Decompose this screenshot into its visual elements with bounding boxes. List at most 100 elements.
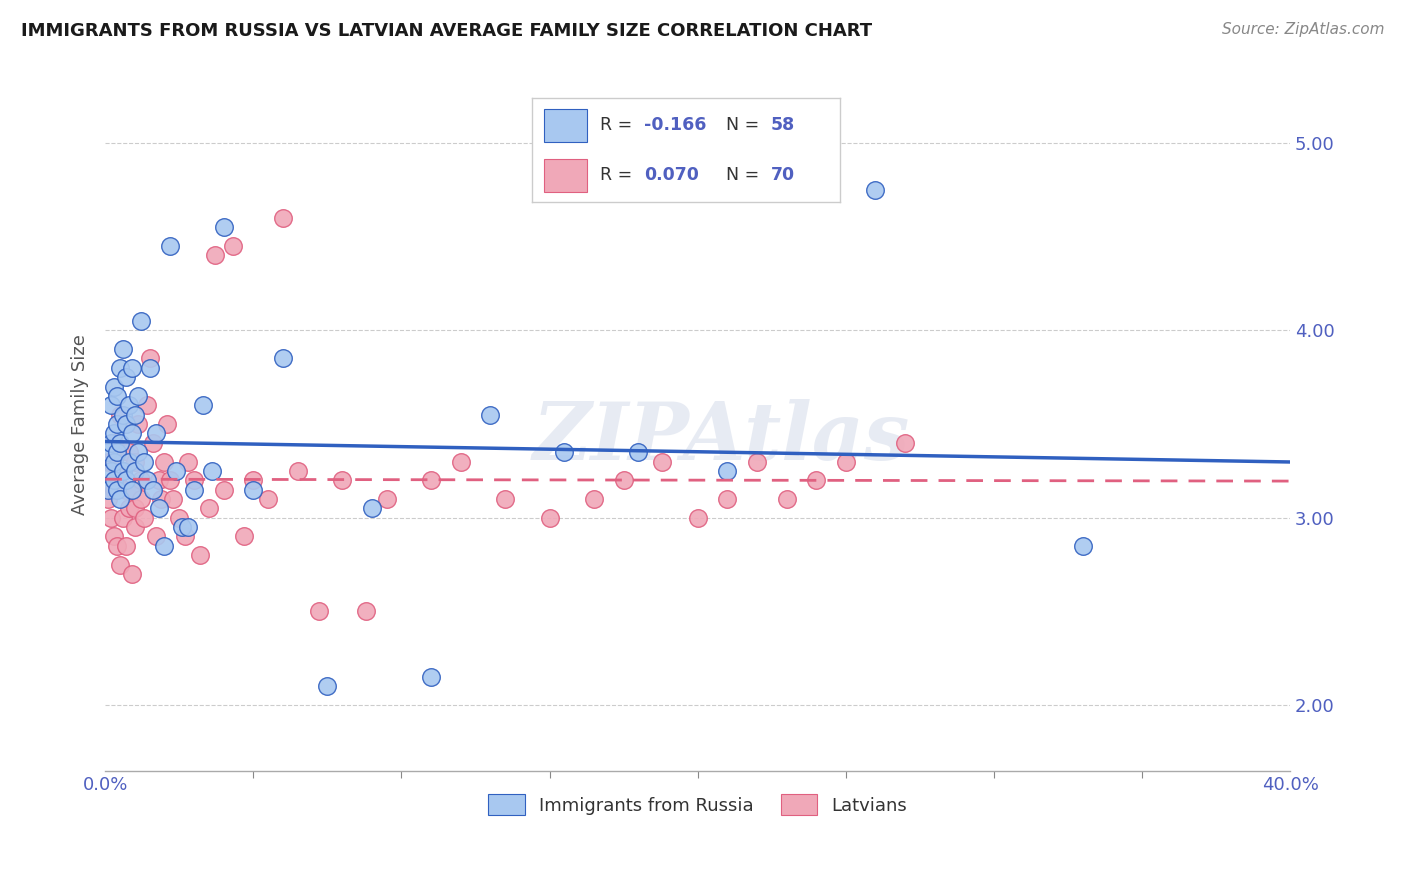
Text: IMMIGRANTS FROM RUSSIA VS LATVIAN AVERAGE FAMILY SIZE CORRELATION CHART: IMMIGRANTS FROM RUSSIA VS LATVIAN AVERAG… xyxy=(21,22,872,40)
Point xyxy=(108,360,131,375)
Point xyxy=(165,464,187,478)
Point xyxy=(479,408,502,422)
Point xyxy=(124,520,146,534)
Point xyxy=(100,510,122,524)
Point xyxy=(538,510,561,524)
Point xyxy=(127,389,149,403)
Point xyxy=(103,435,125,450)
Point xyxy=(129,491,152,506)
Point xyxy=(108,445,131,459)
Point xyxy=(804,473,827,487)
Point xyxy=(105,483,128,497)
Point xyxy=(127,417,149,431)
Point xyxy=(115,473,138,487)
Point xyxy=(127,445,149,459)
Point xyxy=(183,473,205,487)
Point xyxy=(121,360,143,375)
Point xyxy=(115,483,138,497)
Point xyxy=(132,454,155,468)
Point xyxy=(212,220,235,235)
Point xyxy=(1071,539,1094,553)
Point xyxy=(97,445,120,459)
Point xyxy=(103,529,125,543)
Point xyxy=(360,501,382,516)
Point xyxy=(103,426,125,441)
Point xyxy=(121,426,143,441)
Point xyxy=(316,679,339,693)
Point xyxy=(174,529,197,543)
Point xyxy=(100,435,122,450)
Point xyxy=(115,370,138,384)
Point xyxy=(103,454,125,468)
Point xyxy=(159,473,181,487)
Point xyxy=(103,483,125,497)
Point xyxy=(450,454,472,468)
Point xyxy=(159,239,181,253)
Point xyxy=(124,501,146,516)
Point xyxy=(115,417,138,431)
Point xyxy=(183,483,205,497)
Point xyxy=(124,464,146,478)
Point xyxy=(111,510,134,524)
Point xyxy=(111,408,134,422)
Point xyxy=(582,491,605,506)
Point xyxy=(420,473,443,487)
Point xyxy=(103,473,125,487)
Point xyxy=(108,435,131,450)
Point xyxy=(204,248,226,262)
Point xyxy=(142,435,165,450)
Point xyxy=(156,417,179,431)
Point xyxy=(108,408,131,422)
Point xyxy=(162,491,184,506)
Point xyxy=(121,566,143,581)
Point xyxy=(124,408,146,422)
Point xyxy=(287,464,309,478)
Point xyxy=(108,558,131,572)
Point xyxy=(129,473,152,487)
Point xyxy=(375,491,398,506)
Point xyxy=(97,491,120,506)
Point xyxy=(121,483,143,497)
Point xyxy=(257,491,280,506)
Point xyxy=(271,351,294,366)
Point xyxy=(145,529,167,543)
Point xyxy=(100,464,122,478)
Text: ZIPAtlas: ZIPAtlas xyxy=(533,400,910,476)
Y-axis label: Average Family Size: Average Family Size xyxy=(72,334,89,515)
Point xyxy=(105,445,128,459)
Point xyxy=(242,473,264,487)
Legend: Immigrants from Russia, Latvians: Immigrants from Russia, Latvians xyxy=(479,785,915,824)
Point xyxy=(308,604,330,618)
Point xyxy=(201,464,224,478)
Point xyxy=(651,454,673,468)
Point xyxy=(153,454,176,468)
Point xyxy=(716,491,738,506)
Point xyxy=(138,351,160,366)
Point xyxy=(135,398,157,412)
Point xyxy=(233,529,256,543)
Point xyxy=(129,314,152,328)
Point xyxy=(150,491,173,506)
Point xyxy=(103,379,125,393)
Point xyxy=(177,520,200,534)
Point xyxy=(148,501,170,516)
Point xyxy=(354,604,377,618)
Point xyxy=(105,389,128,403)
Point xyxy=(716,464,738,478)
Point xyxy=(115,417,138,431)
Point xyxy=(118,398,141,412)
Point xyxy=(865,183,887,197)
Point xyxy=(613,473,636,487)
Point xyxy=(835,454,858,468)
Point xyxy=(494,491,516,506)
Point xyxy=(108,491,131,506)
Point xyxy=(132,510,155,524)
Point xyxy=(124,454,146,468)
Point xyxy=(420,670,443,684)
Point xyxy=(271,211,294,225)
Point xyxy=(188,548,211,562)
Point xyxy=(105,417,128,431)
Point xyxy=(100,398,122,412)
Point xyxy=(118,445,141,459)
Point xyxy=(894,435,917,450)
